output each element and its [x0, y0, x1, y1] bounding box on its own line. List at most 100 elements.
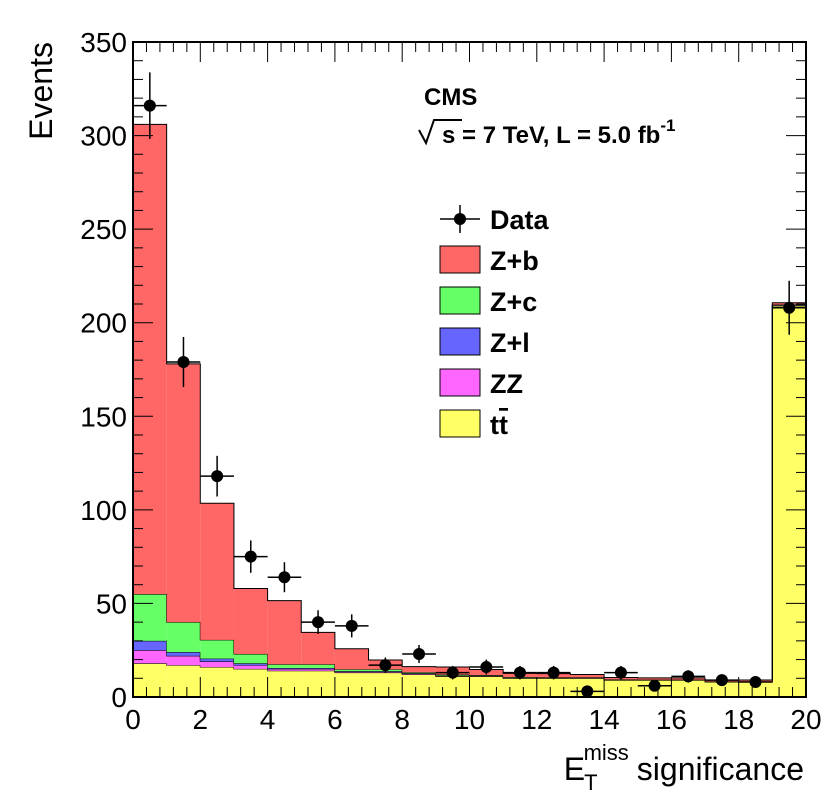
y-tick-label: 0	[111, 682, 127, 713]
bar-zz-4	[267, 668, 302, 671]
bar-z-b-1	[166, 363, 201, 623]
bar-t-t-2	[200, 667, 234, 697]
data-point-6	[345, 619, 358, 632]
x-tick-label: 6	[327, 704, 343, 735]
bar-zz-2	[200, 661, 234, 668]
data-point-19	[783, 301, 796, 314]
bar-zz-3	[233, 665, 268, 669]
data-point-3	[244, 550, 257, 563]
x-tick-label: 14	[589, 704, 620, 735]
data-point-9	[446, 666, 459, 679]
y-tick-label: 150	[80, 401, 127, 432]
bar-z-c-5	[301, 664, 335, 668]
bar-t-t-1	[166, 665, 201, 697]
bar-t-t-0	[133, 663, 167, 697]
x-axis-title-superscript: miss	[584, 740, 629, 765]
bar-t-t-14	[604, 680, 638, 697]
legend-label-data: Data	[490, 205, 550, 235]
bar-t-t-18	[738, 682, 773, 697]
data-point-8	[413, 647, 426, 660]
x-axis-title-suffix: significance	[637, 751, 804, 787]
bar-t-t-9	[435, 676, 470, 697]
legend-data-marker	[454, 213, 466, 225]
lumi-exponent: -1	[660, 116, 675, 135]
x-tick-label: 8	[394, 704, 410, 735]
data-point-18	[749, 676, 762, 689]
bar-z-b-6	[334, 648, 369, 670]
x-tick-label: 16	[656, 704, 687, 735]
legend-swatch-z-b	[439, 245, 481, 274]
x-axis-title-subscript: T	[584, 770, 597, 795]
sqrt-sign	[418, 119, 462, 146]
stacked-histogram	[132, 123, 807, 697]
data-point-17	[715, 674, 728, 687]
y-axis-title: Events	[23, 42, 59, 140]
bar-z-b-4	[267, 600, 302, 665]
bar-z-c-0	[133, 594, 167, 641]
x-tick-label: 0	[125, 704, 141, 735]
y-tick-label: 50	[96, 588, 127, 619]
data-point-7	[379, 659, 392, 672]
legend-label-z-l: Z+l	[490, 328, 530, 358]
x-axis: 0 2 4 6 8 10 12 14 16 18 20	[125, 42, 822, 735]
bar-z-l-3	[233, 663, 268, 666]
x-tick-label: 4	[260, 704, 276, 735]
bar-z-b-13	[570, 674, 605, 678]
y-tick-label: 250	[80, 214, 127, 245]
x-tick-label: 18	[723, 704, 754, 735]
legend-swatch-z-l	[439, 327, 481, 356]
energy-lumi-label: s = 7 TeV, L = 5.0 fb-1	[442, 116, 675, 149]
data-point-10	[480, 661, 493, 674]
x-tick-label: 10	[454, 704, 485, 735]
data-point-0	[143, 99, 156, 112]
bar-z-b-0	[133, 124, 167, 595]
data-point-12	[547, 666, 560, 679]
legend: Data Z+b Z+c Z+l ZZ tt	[439, 205, 550, 440]
bar-t-t-5	[301, 670, 335, 697]
bar-t-t-12	[536, 678, 571, 697]
legend-label-t-t: tt	[490, 410, 508, 440]
x-axis-title: ETmiss significance	[564, 740, 804, 795]
bar-z-l-2	[200, 658, 234, 662]
data-point-15	[648, 679, 661, 692]
bar-t-t-8	[402, 674, 436, 697]
bar-z-c-4	[267, 664, 302, 668]
data-point-4	[278, 571, 291, 584]
bar-z-c-3	[233, 653, 268, 664]
data-point-13	[581, 685, 594, 698]
bar-z-b-3	[233, 588, 268, 654]
legend-swatch-zz	[439, 368, 481, 397]
x-axis-title-base: E	[564, 751, 585, 787]
bar-t-t-17	[705, 682, 739, 697]
x-tick-label: 12	[521, 704, 552, 735]
y-tick-label: 100	[80, 495, 127, 526]
x-tick-label: 2	[193, 704, 209, 735]
bar-t-t-16	[671, 680, 706, 697]
bar-z-c-1	[166, 622, 201, 653]
bar-z-l-0	[133, 640, 167, 651]
legend-swatch-t-t	[439, 409, 481, 438]
bar-t-t-3	[233, 668, 268, 697]
data-point-5	[312, 616, 325, 629]
bar-t-t-11	[503, 678, 537, 697]
energy-lumi-text: s = 7 TeV, L = 5.0 fb	[442, 122, 660, 149]
y-axis: 0 50 100 150 200 250 300 350	[80, 27, 806, 713]
bar-z-b-2	[200, 503, 234, 640]
data-point-14	[614, 666, 627, 679]
bar-zz-0	[133, 650, 167, 664]
bar-z-b-5	[301, 632, 335, 665]
bar-z-b-8	[402, 666, 436, 673]
legend-label-z-b: Z+b	[490, 246, 539, 276]
bar-t-t-7	[368, 672, 403, 697]
legend-label-z-c: Z+c	[490, 287, 537, 317]
experiment-label: CMS	[424, 84, 477, 111]
bar-z-c-2	[200, 639, 234, 659]
bar-t-t-10	[469, 676, 504, 697]
bar-z-l-1	[166, 652, 201, 656]
legend-label-zz: ZZ	[490, 369, 523, 399]
x-tick-label: 20	[790, 704, 821, 735]
data-point-2	[211, 470, 224, 483]
data-point-1	[177, 356, 190, 369]
bar-t-t-4	[267, 670, 302, 697]
